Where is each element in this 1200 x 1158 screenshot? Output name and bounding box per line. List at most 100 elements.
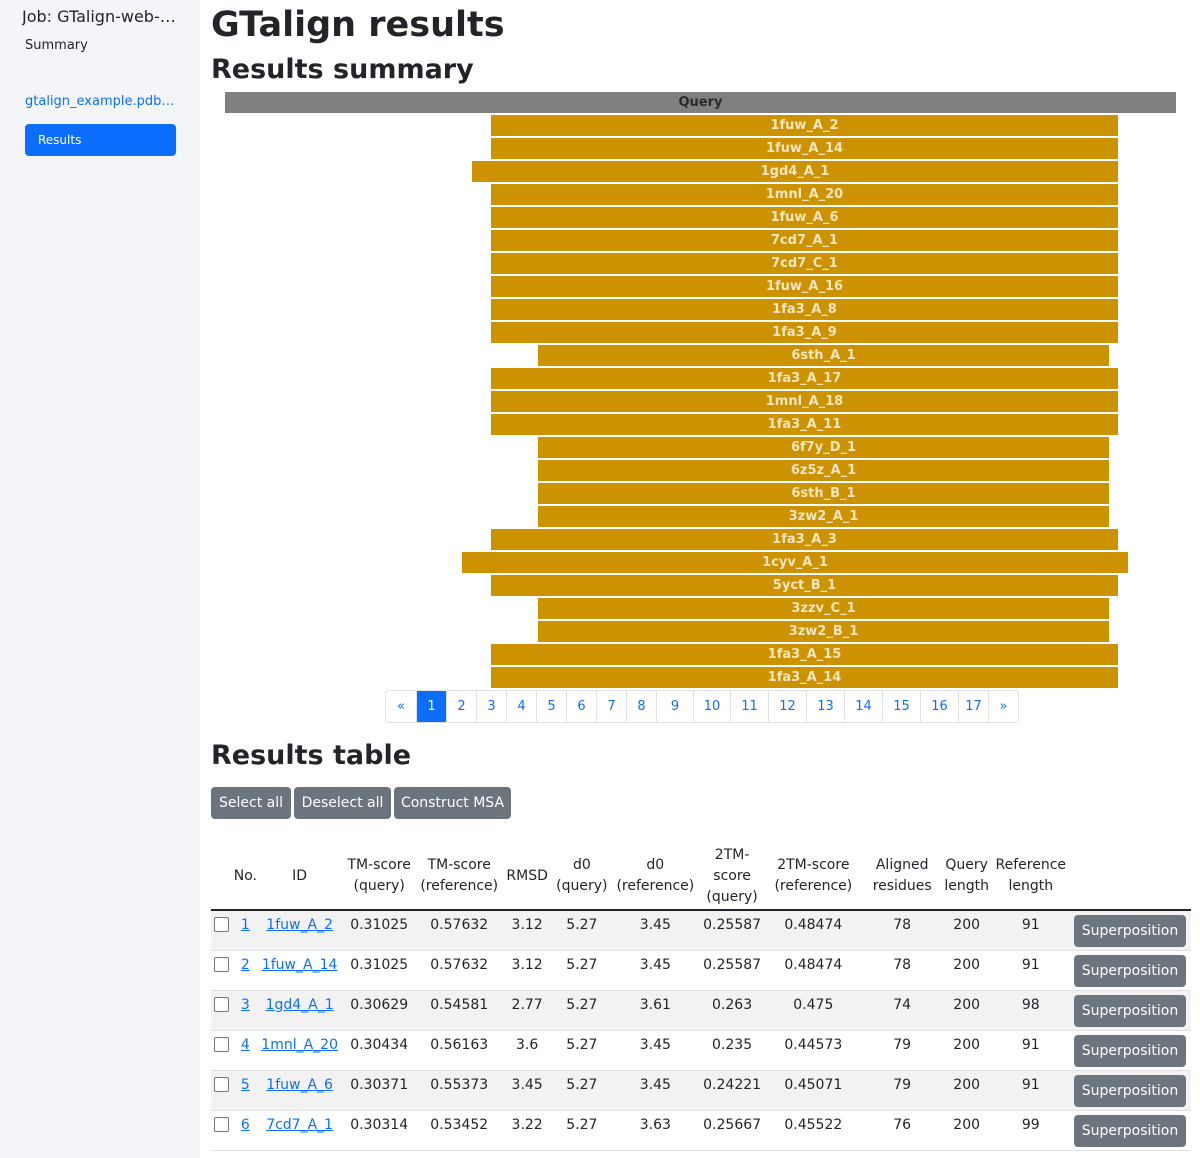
row-id-link[interactable]: 1fuw_A_14 <box>261 956 338 973</box>
id-cell: 1mnl_A_20 <box>259 1030 340 1071</box>
d0-reference-cell: 3.45 <box>609 1030 702 1071</box>
2tm-query-cell: 0.263 <box>701 990 764 1031</box>
page-link[interactable]: 13 <box>806 691 844 722</box>
results-table-heading: Results table <box>211 740 412 771</box>
hit-bar[interactable]: 3zw2_A_1 <box>538 506 1109 527</box>
select-cell <box>211 1030 232 1071</box>
page-link[interactable]: 17 <box>958 691 988 722</box>
header-select <box>211 843 232 911</box>
page-link[interactable]: 10 <box>693 691 730 722</box>
hit-bar[interactable]: 5yct_B_1 <box>491 575 1118 596</box>
table-row: 6 7cd7_A_1 0.30314 0.53452 3.22 5.27 3.63 0.256… <box>211 1110 1191 1151</box>
page-link[interactable]: 12 <box>768 691 806 722</box>
2tm-query-cell: 0.25667 <box>701 1110 764 1151</box>
row-id-link[interactable]: 1fuw_A_2 <box>266 917 333 933</box>
page-link[interactable]: 7 <box>596 691 626 722</box>
hit-bar[interactable]: 6sth_A_1 <box>538 345 1109 366</box>
2tm-reference-cell: 0.48474 <box>763 950 864 991</box>
sidebar: Job: GTalign-web-example Summary gtalign… <box>0 0 200 1158</box>
page-link[interactable]: 1 <box>416 691 446 722</box>
page-link[interactable]: 11 <box>730 691 768 722</box>
hit-bar[interactable]: 1fuw_A_16 <box>491 276 1118 297</box>
row-number-link[interactable]: 6 <box>240 1116 250 1133</box>
superposition-button[interactable]: Superposition <box>1073 915 1186 947</box>
hit-bar[interactable]: 1fa3_A_17 <box>491 368 1118 389</box>
hit-bar[interactable]: 1fa3_A_11 <box>491 414 1118 435</box>
results-summary-heading: Results summary <box>211 54 474 85</box>
page-link[interactable]: 16 <box>920 691 958 722</box>
nav-summary-link[interactable]: Summary <box>25 38 88 53</box>
page-next-button[interactable]: » <box>988 691 1018 722</box>
hit-bar[interactable]: 3zzv_C_1 <box>538 598 1109 619</box>
hit-bar[interactable]: 6sth_B_1 <box>538 483 1109 504</box>
superposition-button[interactable]: Superposition <box>1073 1034 1186 1067</box>
hit-bar[interactable]: 1mnl_A_20 <box>491 184 1118 205</box>
page-link[interactable]: 14 <box>844 691 882 722</box>
hit-bar[interactable]: 6z5z_A_1 <box>538 460 1109 481</box>
hit-bar[interactable]: 6f7y_D_1 <box>538 437 1109 458</box>
page-link[interactable]: 5 <box>536 691 566 722</box>
row-checkbox[interactable] <box>213 996 229 1012</box>
hit-bar[interactable]: 1fa3_A_8 <box>491 299 1118 320</box>
pagination: «1 2 3 4 5 6 7 8 9 10 11 12 13 14 15 16 17» <box>385 690 1019 723</box>
nav-file-link[interactable]: gtalign_example.pdb.gz <box>25 94 177 109</box>
page-prev-button[interactable]: « <box>397 699 405 714</box>
row-checkbox[interactable] <box>213 956 229 972</box>
row-id-link[interactable]: 1mnl_A_20 <box>261 1036 338 1053</box>
row-checkbox[interactable] <box>213 1036 229 1052</box>
row-id-link[interactable]: 1gd4_A_1 <box>265 996 334 1013</box>
hit-bar[interactable]: 1fuw_A_6 <box>491 207 1118 228</box>
row-number-link[interactable]: 3 <box>240 996 250 1013</box>
hit-bar[interactable]: 1fuw_A_2 <box>491 115 1118 136</box>
rmsd-cell: 3.6 <box>500 1030 555 1071</box>
page-link[interactable]: 2 <box>446 691 476 722</box>
select-all-button[interactable]: Select all <box>211 787 291 819</box>
no-cell: 5 <box>231 1070 260 1111</box>
hit-bar[interactable]: 7cd7_A_1 <box>491 230 1118 251</box>
aligned-cell: 78 <box>863 910 941 951</box>
superposition-button[interactable]: Superposition <box>1073 1074 1186 1107</box>
row-checkbox[interactable] <box>213 1116 229 1132</box>
d0-query-cell: 5.27 <box>554 910 610 951</box>
page-link[interactable]: 9 <box>656 691 693 722</box>
row-number-link[interactable]: 4 <box>240 1036 250 1053</box>
superposition-button[interactable]: Superposition <box>1073 1114 1186 1147</box>
construct-msa-button[interactable]: Construct MSA <box>394 787 511 819</box>
2tm-reference-cell: 0.45071 <box>763 1070 864 1111</box>
tm-query-cell: 0.31025 <box>339 910 419 951</box>
superposition-button[interactable]: Superposition <box>1073 994 1186 1027</box>
row-id-link[interactable]: 7cd7_A_1 <box>266 1116 334 1133</box>
tm-reference-cell: 0.53452 <box>418 1110 501 1151</box>
hit-bar[interactable]: 1cyv_A_1 <box>462 552 1128 573</box>
page-link[interactable]: 15 <box>882 691 920 722</box>
hit-bar[interactable]: 1fa3_A_9 <box>491 322 1118 343</box>
nav-results-link[interactable]: Results <box>25 124 176 156</box>
page-link[interactable]: 4 <box>506 691 536 722</box>
tm-reference-cell: 0.57632 <box>418 950 501 991</box>
hit-bar[interactable]: 1fa3_A_3 <box>491 529 1118 550</box>
superposition-button[interactable]: Superposition <box>1073 954 1186 987</box>
hit-bar[interactable]: 1fa3_A_14 <box>491 667 1118 688</box>
page-link[interactable]: 3 <box>476 691 506 722</box>
row-checkbox[interactable] <box>213 1076 229 1092</box>
hit-bar[interactable]: 3zw2_B_1 <box>538 621 1109 642</box>
page-link[interactable]: 6 <box>566 691 596 722</box>
hit-bar[interactable]: 1fa3_A_15 <box>491 644 1118 665</box>
header-2tm-query: 2TM-score (query) <box>701 843 764 911</box>
hit-bar[interactable]: 1fuw_A_14 <box>491 138 1118 159</box>
deselect-all-button[interactable]: Deselect all <box>294 787 391 819</box>
d0-reference-cell: 3.45 <box>609 910 702 951</box>
row-checkbox[interactable] <box>213 917 229 932</box>
id-cell: 1fuw_A_14 <box>259 950 340 991</box>
id-cell: 1fuw_A_6 <box>259 1070 340 1111</box>
row-number-link[interactable]: 5 <box>240 1076 250 1093</box>
row-number-link[interactable]: 1 <box>240 917 250 933</box>
select-cell <box>211 950 232 991</box>
hit-bar[interactable]: 1mnl_A_18 <box>491 391 1118 412</box>
row-id-link[interactable]: 1fuw_A_6 <box>266 1076 333 1093</box>
hit-bar[interactable]: 1gd4_A_1 <box>472 161 1118 182</box>
aligned-cell: 79 <box>863 1030 941 1071</box>
page-link[interactable]: 8 <box>626 691 656 722</box>
row-number-link[interactable]: 2 <box>240 956 250 973</box>
hit-bar[interactable]: 7cd7_C_1 <box>491 253 1118 274</box>
